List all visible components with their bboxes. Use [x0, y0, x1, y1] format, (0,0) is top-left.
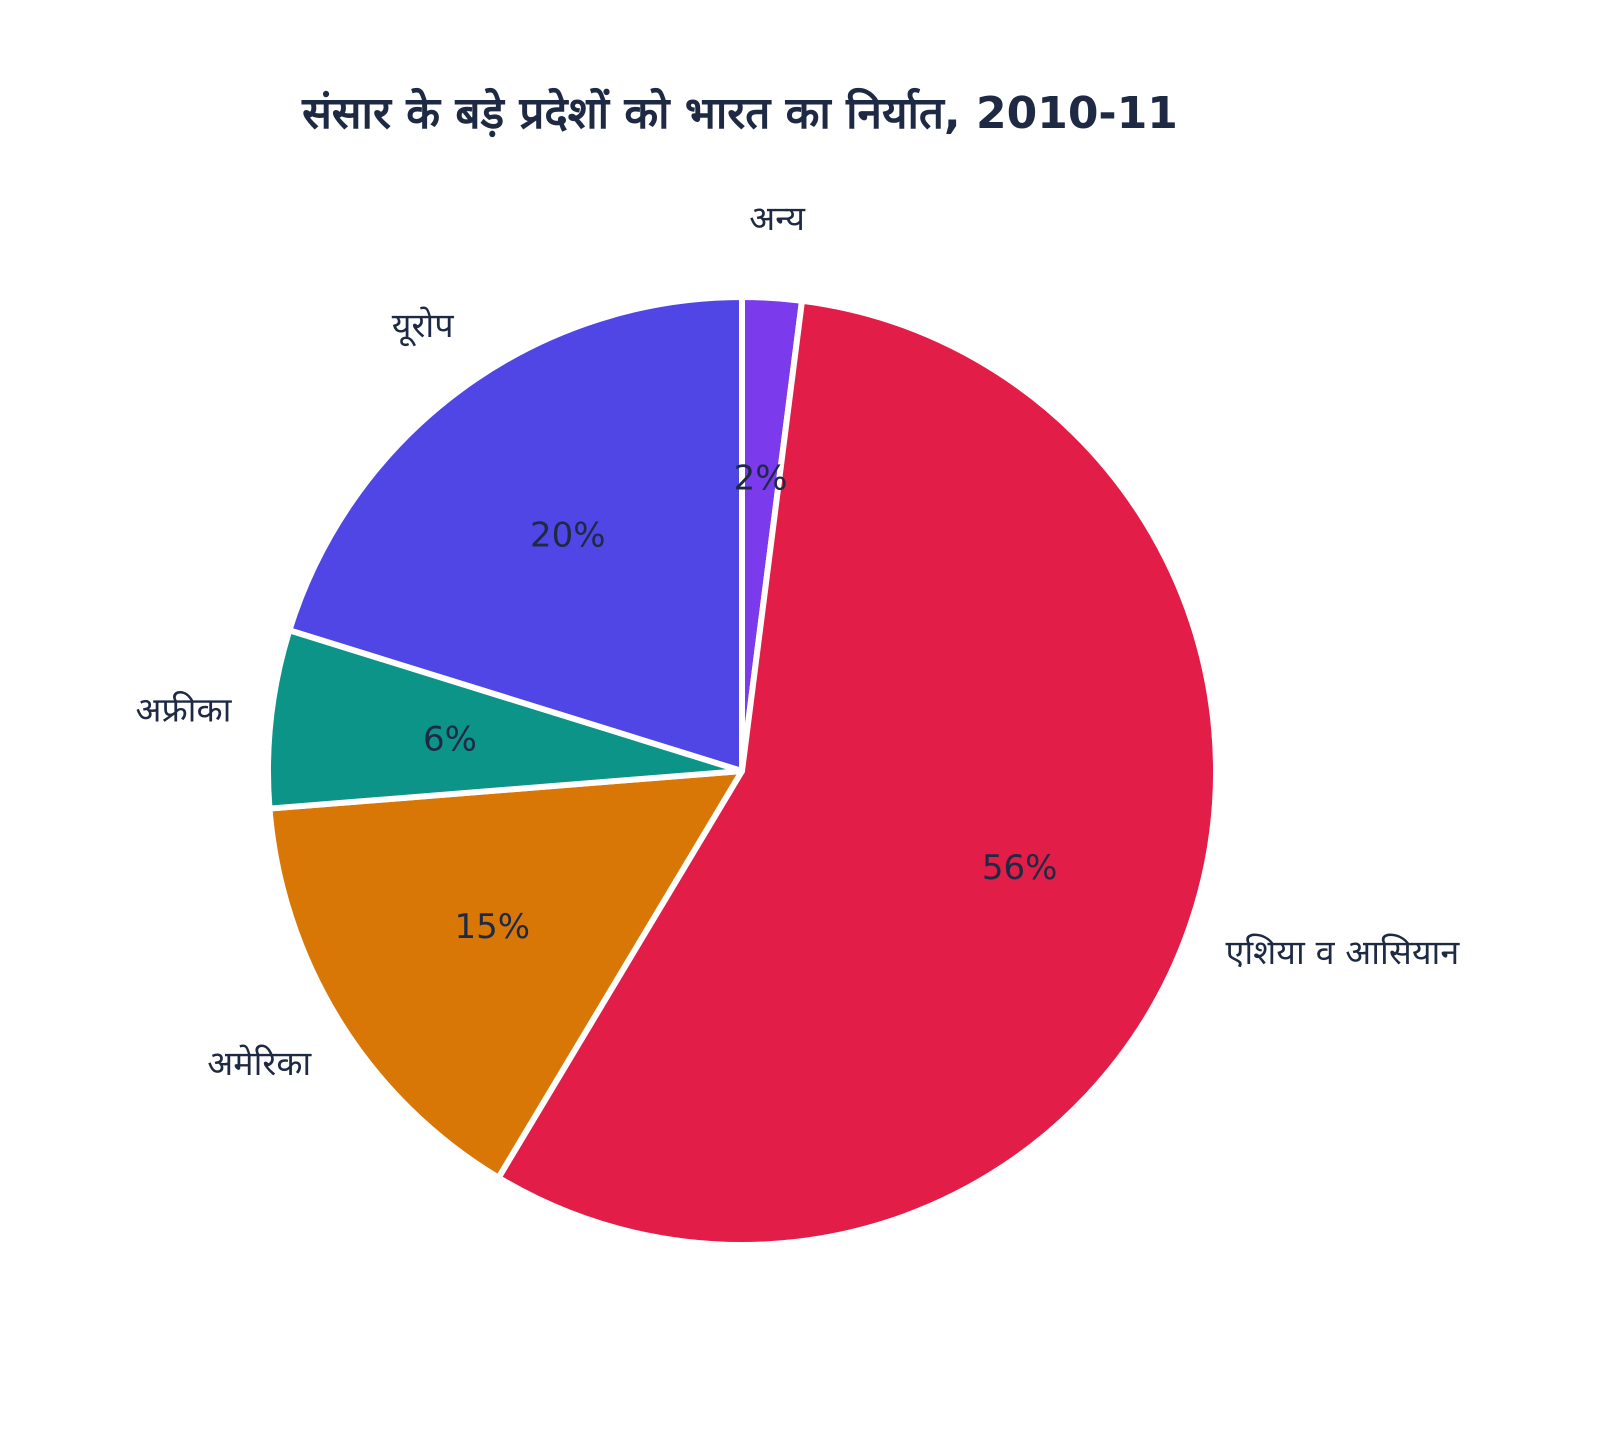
chart-title: संसार के बड़े प्रदेशों को भारत का निर्या… — [301, 87, 1178, 139]
pie-slice-2 — [495, 297, 1219, 1248]
percent-label-1: 2% — [734, 459, 788, 499]
category-label-1: अन्य — [749, 199, 806, 239]
category-label-4: अफ्रीका — [135, 691, 232, 731]
category-label-3: अमेरिका — [207, 1044, 312, 1084]
category-labels: अन्य एशिया व आसियान अमेरिका अफ्रीका यूरोप — [135, 199, 1460, 1084]
pie-slice-4 — [265, 627, 745, 812]
percent-label-3: 15% — [454, 907, 530, 947]
percent-labels: 2% 56% 15% 6% 20% — [423, 459, 1058, 947]
category-label-2: एशिया व आसियान — [1226, 933, 1461, 973]
pie-slice-3 — [266, 768, 745, 1181]
percent-label-2: 56% — [982, 848, 1058, 888]
percent-label-5: 20% — [530, 515, 606, 555]
pie-slices — [265, 294, 1219, 1248]
percent-label-4: 6% — [423, 719, 477, 759]
pie-slice-5 — [286, 294, 745, 774]
category-label-5: यूरोप — [392, 306, 454, 347]
